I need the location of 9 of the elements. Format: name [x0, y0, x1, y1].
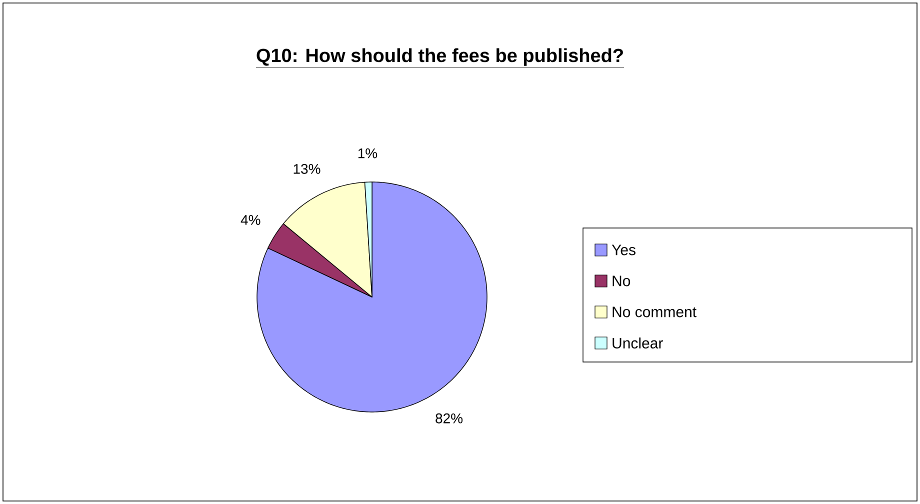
- legend-label: No: [612, 276, 630, 286]
- chart-title: Q10: How should the fees be published?: [256, 48, 623, 66]
- legend-label: Yes: [612, 244, 636, 256]
- data-label: 82%: [436, 413, 463, 424]
- data-label: 13%: [294, 164, 320, 174]
- legend-label: Unclear: [612, 337, 663, 348]
- data-label: 4%: [240, 215, 260, 225]
- data-label: 1%: [358, 148, 378, 158]
- legend-label: No comment: [612, 306, 696, 318]
